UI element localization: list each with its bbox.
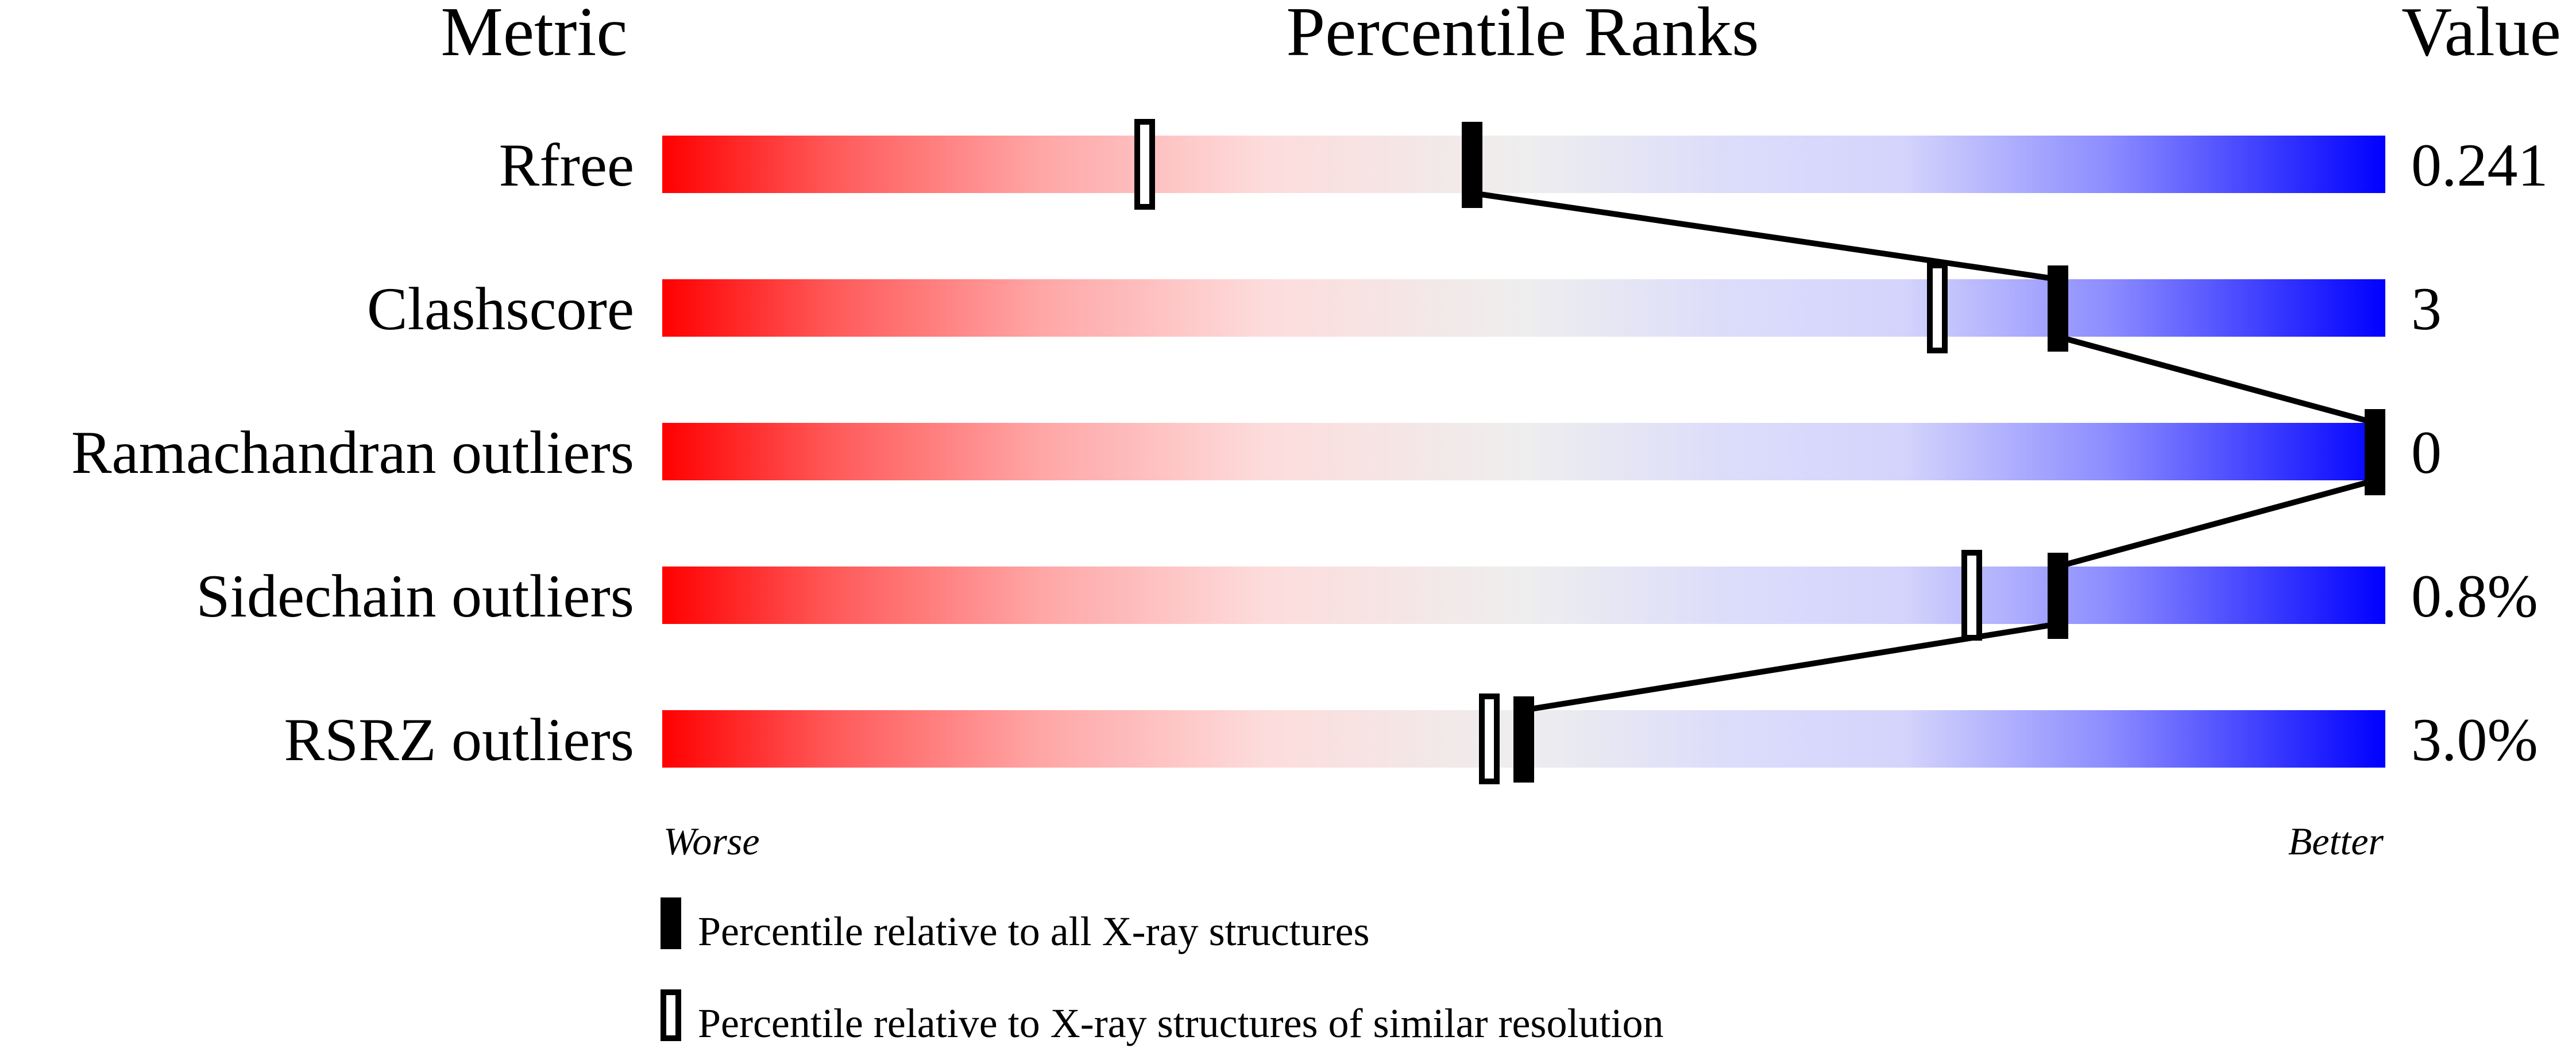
- all-structures-marker: [2048, 553, 2068, 639]
- header-metric: Metric: [441, 0, 627, 71]
- header-percentile-ranks: Percentile Ranks: [1286, 0, 1759, 71]
- metric-value: 0: [2411, 419, 2442, 486]
- legend-open-marker: [661, 989, 681, 1041]
- metric-value: 3: [2411, 275, 2442, 342]
- metric-value: 0.241: [2411, 132, 2548, 199]
- similar-resolution-marker: [1927, 263, 1948, 353]
- similar-resolution-marker: [1134, 119, 1155, 210]
- metric-value: 3.0%: [2411, 706, 2538, 773]
- connector-segment: [2057, 334, 2376, 426]
- metric-label: Sidechain outliers: [196, 562, 634, 630]
- metric-row: Clashscore 3: [367, 275, 2442, 342]
- similar-resolution-marker: [1479, 693, 1500, 784]
- metric-row: Rfree 0.241: [499, 132, 2548, 199]
- metric-label: Clashscore: [367, 275, 634, 342]
- metric-label: Ramachandran outliers: [71, 419, 634, 486]
- all-structures-marker: [2048, 265, 2068, 352]
- all-structures-marker: [1462, 122, 1482, 208]
- header-value: Value: [2401, 0, 2561, 71]
- all-structures-marker: [1513, 696, 1534, 783]
- legend-label-similar: Percentile relative to X-ray structures …: [698, 1000, 1663, 1046]
- all-structures-marker: [2365, 409, 2385, 495]
- axis-label-worse: Worse: [663, 819, 760, 863]
- metric-label: RSRZ outliers: [284, 706, 634, 773]
- legend-label-all: Percentile relative to all X-ray structu…: [698, 908, 1370, 954]
- percentile-bar: [662, 136, 2385, 193]
- metric-value: 0.8%: [2411, 562, 2538, 630]
- markers: [1134, 119, 2385, 784]
- metric-row: Sidechain outliers 0.8%: [196, 562, 2538, 630]
- metric-label: Rfree: [499, 132, 634, 199]
- percentile-bar: [662, 423, 2385, 480]
- connector-segment: [2057, 477, 2376, 569]
- metric-rows: Rfree 0.241 Clashscore 3 Ramachandran outlie…: [71, 132, 2548, 773]
- metric-row: Ramachandran outliers 0: [71, 419, 2442, 486]
- axis-label-better: Better: [2288, 819, 2384, 863]
- metric-row: RSRZ outliers 3.0%: [284, 706, 2538, 773]
- legend-filled-marker: [661, 897, 681, 949]
- connector-segment: [1472, 190, 2059, 282]
- percentile-bar: [662, 567, 2385, 624]
- percentile-bar: [662, 279, 2385, 337]
- legend: Percentile relative to all X-ray structu…: [661, 897, 1663, 1046]
- similar-resolution-marker: [1961, 550, 1982, 641]
